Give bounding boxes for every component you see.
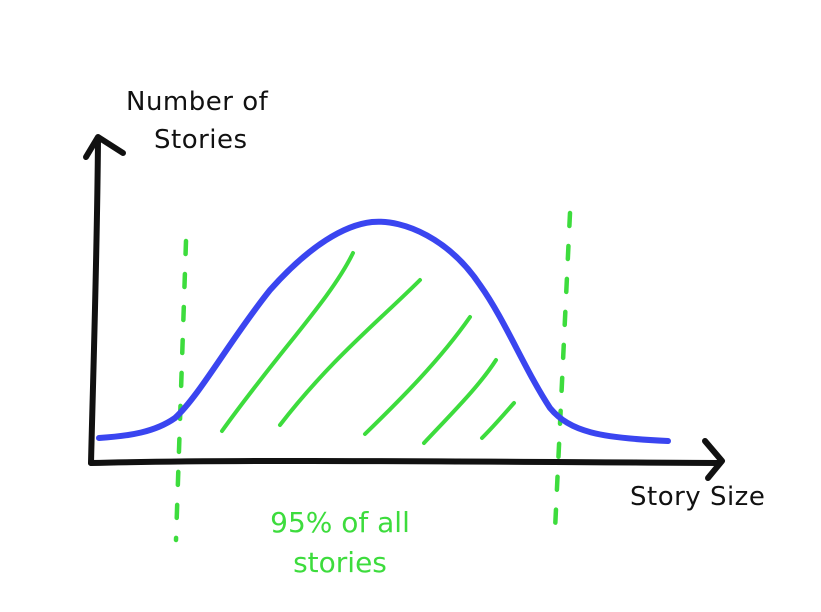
hatch-stroke bbox=[422, 358, 498, 445]
interval-annotation: 95% of all stories bbox=[240, 503, 440, 583]
lower-boundary-line bbox=[173, 238, 189, 543]
x-axis-arrowhead bbox=[702, 438, 725, 481]
hatch-stroke bbox=[220, 251, 355, 433]
interval-boundaries bbox=[173, 210, 573, 543]
hatch-stroke bbox=[363, 315, 472, 436]
y-axis bbox=[88, 137, 101, 466]
x-axis-label: Story Size bbox=[630, 482, 766, 512]
y-axis-label: Number of Stories bbox=[126, 83, 306, 159]
interval-hatching bbox=[220, 251, 516, 445]
hatch-stroke bbox=[480, 401, 516, 440]
interval-annotation-line: stories bbox=[293, 546, 387, 579]
hatch-stroke bbox=[278, 278, 422, 427]
x-axis bbox=[88, 457, 723, 466]
y-axis-label-line: Stories bbox=[154, 125, 248, 155]
y-axis-label-line: Number of bbox=[126, 87, 269, 117]
bell-curve bbox=[96, 218, 671, 444]
interval-annotation-line: 95% of all bbox=[270, 506, 410, 539]
upper-boundary-line bbox=[552, 210, 573, 533]
axes bbox=[83, 134, 725, 481]
y-axis-arrowhead bbox=[83, 134, 126, 160]
